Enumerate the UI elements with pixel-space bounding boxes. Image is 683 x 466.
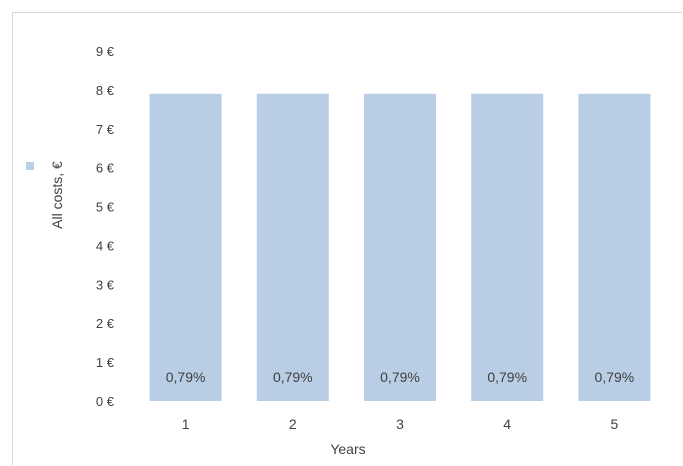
x-tick-label: 1 bbox=[182, 416, 190, 432]
y-axis-label: All costs, € bbox=[49, 161, 65, 229]
y-tick-label: 7 € bbox=[96, 122, 115, 137]
bar bbox=[471, 93, 544, 402]
bar-data-label: 0,79% bbox=[273, 369, 313, 385]
x-tick-label: 5 bbox=[611, 416, 619, 432]
chart-frame bbox=[12, 12, 682, 465]
y-tick-label: 2 € bbox=[96, 316, 115, 331]
bar-data-label: 0,79% bbox=[595, 369, 635, 385]
bar-data-label: 0,79% bbox=[380, 369, 420, 385]
x-tick-labels: 1 2 3 4 5 bbox=[182, 416, 619, 432]
y-tick-label: 5 € bbox=[96, 200, 115, 215]
y-tick-label: 6 € bbox=[96, 161, 115, 176]
bar bbox=[578, 93, 651, 402]
y-tick-labels: 0 € 1 € 2 € 3 € 4 € 5 € 6 € 7 € 8 € 9 € bbox=[96, 44, 115, 409]
bar bbox=[149, 93, 222, 402]
bars bbox=[149, 93, 651, 402]
bar bbox=[256, 93, 329, 402]
x-axis-label: Years bbox=[330, 441, 365, 457]
y-tick-label: 3 € bbox=[96, 277, 115, 292]
y-tick-label: 4 € bbox=[96, 238, 115, 253]
bar-data-labels: 0,79% 0,79% 0,79% 0,79% 0,79% bbox=[166, 369, 635, 385]
y-tick-label: 8 € bbox=[96, 83, 115, 98]
y-tick-label: 1 € bbox=[96, 355, 115, 370]
legend-marker bbox=[26, 162, 34, 170]
bar-data-label: 0,79% bbox=[166, 369, 206, 385]
x-tick-label: 4 bbox=[503, 416, 511, 432]
x-tick-label: 3 bbox=[396, 416, 404, 432]
bar bbox=[364, 93, 436, 402]
x-tick-label: 2 bbox=[289, 416, 297, 432]
y-tick-label: 9 € bbox=[96, 44, 115, 59]
y-tick-label: 0 € bbox=[96, 394, 115, 409]
bar-data-label: 0,79% bbox=[487, 369, 527, 385]
